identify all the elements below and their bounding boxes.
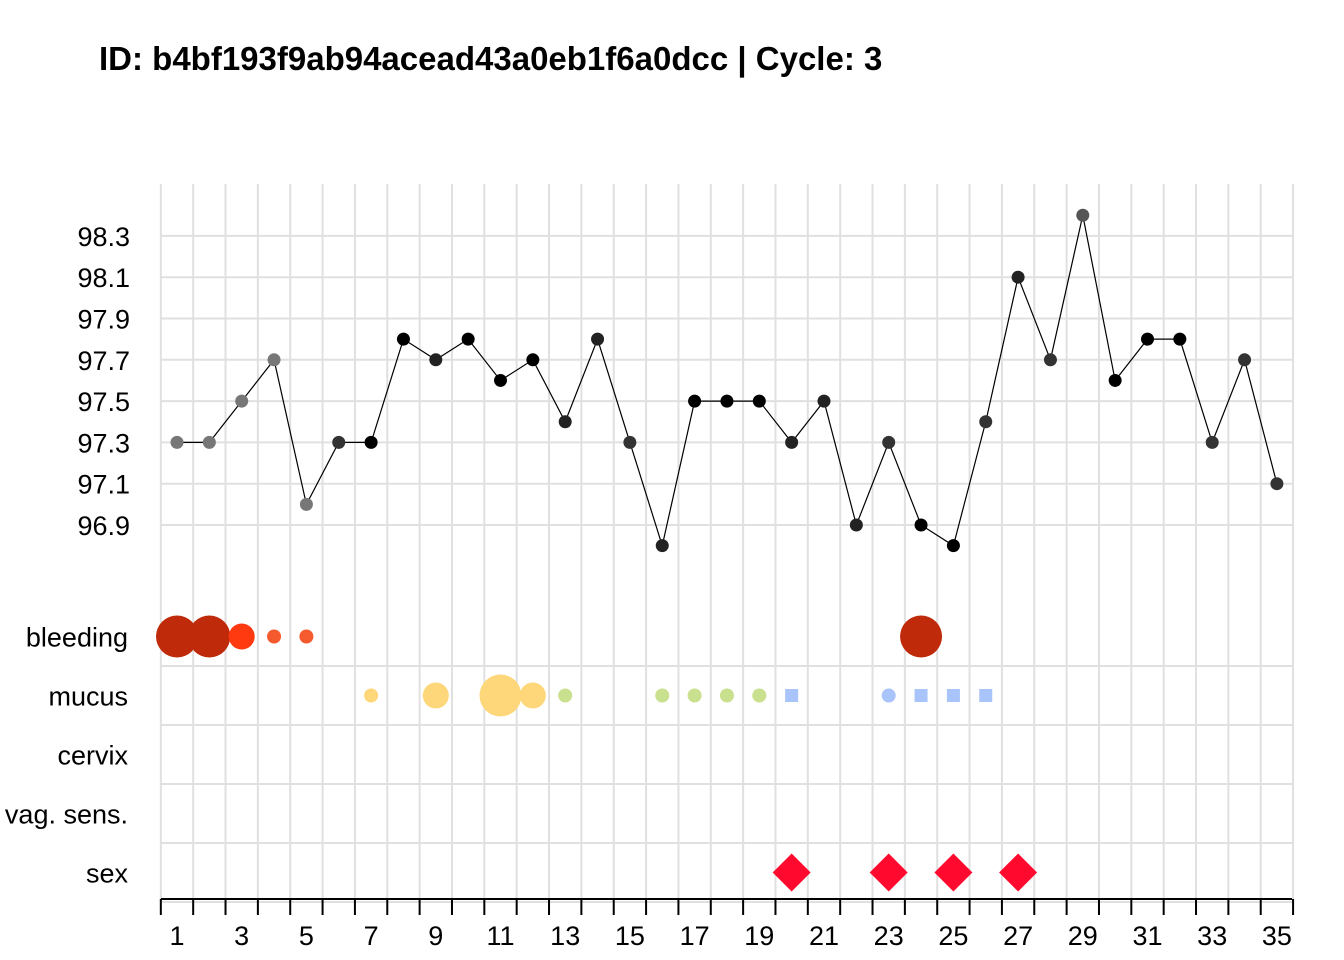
x-tick-label: 21 [809,921,839,951]
y-tick-label: 98.3 [77,222,130,252]
temperature-point [979,415,993,429]
symptom-mark [267,629,282,644]
symptom-mark [479,674,522,717]
temperature-point [396,332,410,346]
x-tick-label: 13 [550,921,580,951]
symptom-mark [719,688,734,703]
symptom-mark [422,682,449,709]
chart-title: ID: b4bf193f9ab94acead43a0eb1f6a0dcc | C… [99,40,882,77]
row-label: mucus [48,682,128,712]
temperature-point [267,353,281,367]
x-tick-label: 3 [234,921,249,951]
temperature-point [1270,477,1284,491]
y-tick-label: 97.7 [77,346,130,376]
y-tick-label: 97.9 [77,305,130,335]
row-label: sex [86,859,129,889]
x-tick-label: 23 [874,921,904,951]
symptom-mark [979,689,993,702]
symptom-mark [655,688,670,703]
temperature-point [655,539,669,553]
x-tick-label: 31 [1132,921,1162,951]
y-tick-label: 97.1 [77,470,130,500]
x-tick-label: 19 [744,921,774,951]
row-label: bleeding [26,623,128,653]
x-tick-label: 27 [1003,921,1033,951]
symptom-mark [900,615,943,658]
symptom-mark [914,689,928,702]
temperature-point [1205,435,1219,449]
grid [159,184,1295,903]
symptom-mark [519,682,546,709]
temperature-point [526,353,540,367]
temperature-point [946,539,960,553]
temperature-point [914,518,928,532]
temperature-point [558,415,572,429]
temperature-points [170,208,1284,553]
temperature-point [429,353,443,367]
x-tick-label: 11 [486,921,514,951]
temperature-point [720,394,734,408]
temperature-point [1108,373,1122,387]
x-axis: 1 3 5 7 9 11 13 15 17 19 21 23 25 27 29 31 33 35 [159,898,1295,951]
temperature-point [785,435,799,449]
x-tick-label: 7 [364,921,379,951]
x-tick-label: 35 [1262,921,1292,951]
temperature-point [235,394,249,408]
symptom-mark [188,615,231,658]
symptom-mark [156,615,198,658]
temperature-point [849,518,863,532]
temperature-point [623,435,637,449]
temperature-point [817,394,831,408]
temperature-point [202,435,216,449]
y-axis-labels: 96.9 97.1 97.3 97.5 97.7 97.9 98.1 98.3 [77,222,130,541]
x-tick-label: 33 [1197,921,1227,951]
temperature-point [364,435,378,449]
symptom-marks [156,615,1038,892]
x-tick-label: 1 [169,921,184,951]
temperature-point [1011,270,1025,284]
symptom-mark [228,623,255,650]
temperature-point [1238,353,1252,367]
x-tick-label: 29 [1068,921,1098,951]
symptom-rows: bleeding mucus cervix vag. sens. sex [5,623,129,889]
temperature-point [494,373,507,387]
temperature-point [1141,332,1154,346]
temperature-point [461,332,475,346]
symptom-mark [752,688,767,703]
temperature-point [1173,332,1187,346]
row-label: vag. sens. [5,800,128,830]
temperature-point [752,394,766,408]
row-label: cervix [57,741,128,771]
x-tick-label: 17 [680,921,710,951]
symptom-mark [881,688,896,703]
symptom-mark [558,688,573,703]
x-tick-label: 9 [428,921,443,951]
symptom-mark [772,853,811,892]
y-tick-label: 97.3 [77,428,130,458]
temperature-point [1043,353,1057,367]
x-tick-label: 25 [938,921,968,951]
symptom-mark [869,853,908,892]
symptom-mark [934,853,973,892]
temperature-point [688,394,702,408]
symptom-mark [299,629,314,644]
y-tick-label: 97.5 [77,387,130,417]
symptom-mark [999,853,1038,892]
symptom-mark [687,688,702,703]
x-tick-label: 15 [615,921,645,951]
temperature-point [170,435,184,449]
symptom-mark [364,688,379,703]
temperature-point [1076,208,1090,222]
y-tick-label: 98.1 [77,263,130,293]
x-tick-label: 5 [299,921,314,951]
temperature-point [332,435,346,449]
symptom-mark [946,689,960,702]
temperature-point [882,435,896,449]
temperature-point [299,497,313,511]
y-tick-label: 96.9 [77,511,130,541]
symptom-mark [785,689,799,702]
temperature-point [591,332,605,346]
